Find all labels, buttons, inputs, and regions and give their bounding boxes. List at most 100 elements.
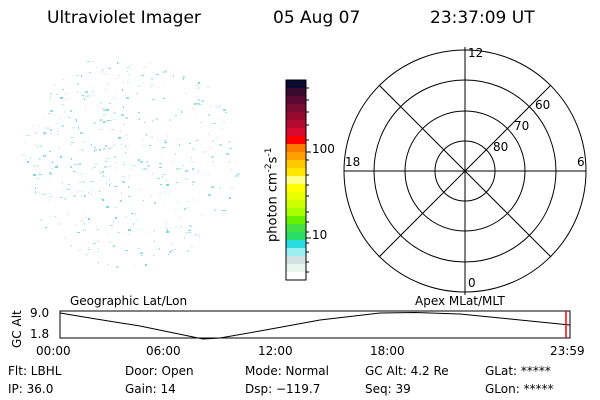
image-pixel bbox=[151, 84, 153, 86]
image-pixel bbox=[185, 232, 187, 234]
image-pixel bbox=[186, 201, 189, 202]
image-pixel bbox=[75, 224, 77, 225]
image-pixel bbox=[109, 103, 111, 104]
image-pixel bbox=[56, 123, 58, 124]
image-pixel bbox=[91, 144, 92, 146]
image-pixel bbox=[113, 119, 116, 120]
image-pixel bbox=[133, 223, 134, 225]
image-pixel bbox=[128, 229, 131, 231]
image-pixel bbox=[128, 186, 129, 188]
y-tick-9: 9.0 bbox=[30, 306, 50, 320]
mode-status: Mode: Normal bbox=[245, 364, 329, 378]
image-pixel bbox=[171, 244, 173, 245]
image-pixel bbox=[113, 222, 114, 223]
image-pixel bbox=[106, 109, 109, 111]
image-pixel bbox=[49, 196, 52, 197]
image-pixel bbox=[96, 67, 97, 68]
image-pixel bbox=[190, 247, 193, 248]
image-pixel bbox=[61, 125, 64, 127]
image-pixel bbox=[115, 217, 117, 219]
image-pixel bbox=[161, 157, 163, 158]
image-pixel bbox=[99, 170, 101, 172]
image-pixel bbox=[176, 168, 179, 170]
image-pixel bbox=[171, 168, 172, 169]
image-pixel bbox=[107, 264, 109, 265]
image-pixel bbox=[220, 187, 221, 188]
image-pixel bbox=[63, 89, 64, 90]
image-pixel bbox=[83, 181, 84, 183]
image-pixel bbox=[177, 109, 180, 110]
image-pixel bbox=[126, 97, 129, 99]
colorbar-segment bbox=[286, 176, 306, 185]
image-pixel bbox=[99, 120, 101, 121]
image-pixel bbox=[162, 253, 163, 254]
image-pixel bbox=[113, 107, 114, 109]
colorbar-segment bbox=[286, 264, 306, 273]
image-pixel bbox=[115, 167, 116, 169]
image-pixel bbox=[29, 186, 30, 187]
image-pixel bbox=[97, 241, 100, 242]
glon-status: GLon: ***** bbox=[485, 382, 554, 396]
image-pixel bbox=[84, 195, 86, 197]
image-pixel bbox=[73, 164, 76, 165]
image-pixel bbox=[125, 134, 128, 136]
image-pixel bbox=[111, 183, 112, 184]
image-pixel bbox=[153, 255, 155, 256]
image-pixel bbox=[110, 120, 112, 121]
image-pixel bbox=[195, 116, 196, 118]
instrument-title: Ultraviolet Imager bbox=[47, 8, 201, 28]
image-pixel bbox=[215, 152, 216, 153]
image-pixel bbox=[83, 141, 86, 143]
image-pixel bbox=[189, 225, 192, 227]
lat-label-70: 70 bbox=[514, 119, 530, 133]
image-pixel bbox=[75, 164, 77, 165]
image-pixel bbox=[89, 72, 91, 73]
image-pixel bbox=[87, 61, 90, 62]
gain-status: Gain: 14 bbox=[125, 382, 176, 396]
image-pixel bbox=[46, 127, 49, 129]
image-pixel bbox=[203, 151, 206, 153]
image-pixel bbox=[65, 93, 68, 94]
image-pixel bbox=[60, 197, 62, 198]
image-pixel bbox=[80, 220, 83, 222]
image-pixel bbox=[106, 232, 107, 234]
image-pixel bbox=[49, 216, 51, 217]
image-pixel bbox=[33, 165, 35, 166]
image-pixel bbox=[71, 137, 74, 138]
ip-status: IP: 36.0 bbox=[8, 382, 54, 396]
colorbar-segment bbox=[286, 88, 306, 97]
image-pixel bbox=[152, 120, 154, 122]
image-pixel bbox=[158, 248, 160, 250]
image-pixel bbox=[147, 165, 150, 167]
image-pixel bbox=[35, 193, 36, 194]
image-pixel bbox=[166, 184, 169, 186]
image-pixel bbox=[34, 144, 37, 145]
image-pixel bbox=[83, 229, 86, 231]
image-pixel bbox=[49, 100, 51, 101]
image-pixel bbox=[50, 97, 51, 98]
image-pixel bbox=[56, 94, 59, 95]
image-pixel bbox=[169, 119, 171, 121]
image-pixel bbox=[177, 138, 179, 140]
image-pixel bbox=[219, 106, 220, 108]
image-pixel bbox=[139, 189, 142, 190]
image-pixel bbox=[208, 194, 211, 196]
image-pixel bbox=[38, 158, 41, 160]
apex-coord-label: Apex MLat/MLT bbox=[415, 294, 505, 308]
image-pixel bbox=[97, 251, 100, 252]
image-pixel bbox=[136, 220, 137, 221]
image-pixel bbox=[67, 189, 69, 190]
image-pixel bbox=[102, 171, 104, 173]
image-pixel bbox=[125, 152, 126, 153]
image-pixel bbox=[88, 249, 90, 250]
image-pixel bbox=[27, 161, 29, 163]
image-pixel bbox=[40, 219, 43, 221]
image-pixel bbox=[177, 171, 180, 172]
image-pixel bbox=[228, 141, 231, 143]
image-pixel bbox=[69, 188, 70, 189]
image-pixel bbox=[64, 198, 67, 200]
image-pixel bbox=[123, 124, 125, 125]
door-status: Door: Open bbox=[125, 364, 194, 378]
image-pixel bbox=[166, 180, 167, 181]
